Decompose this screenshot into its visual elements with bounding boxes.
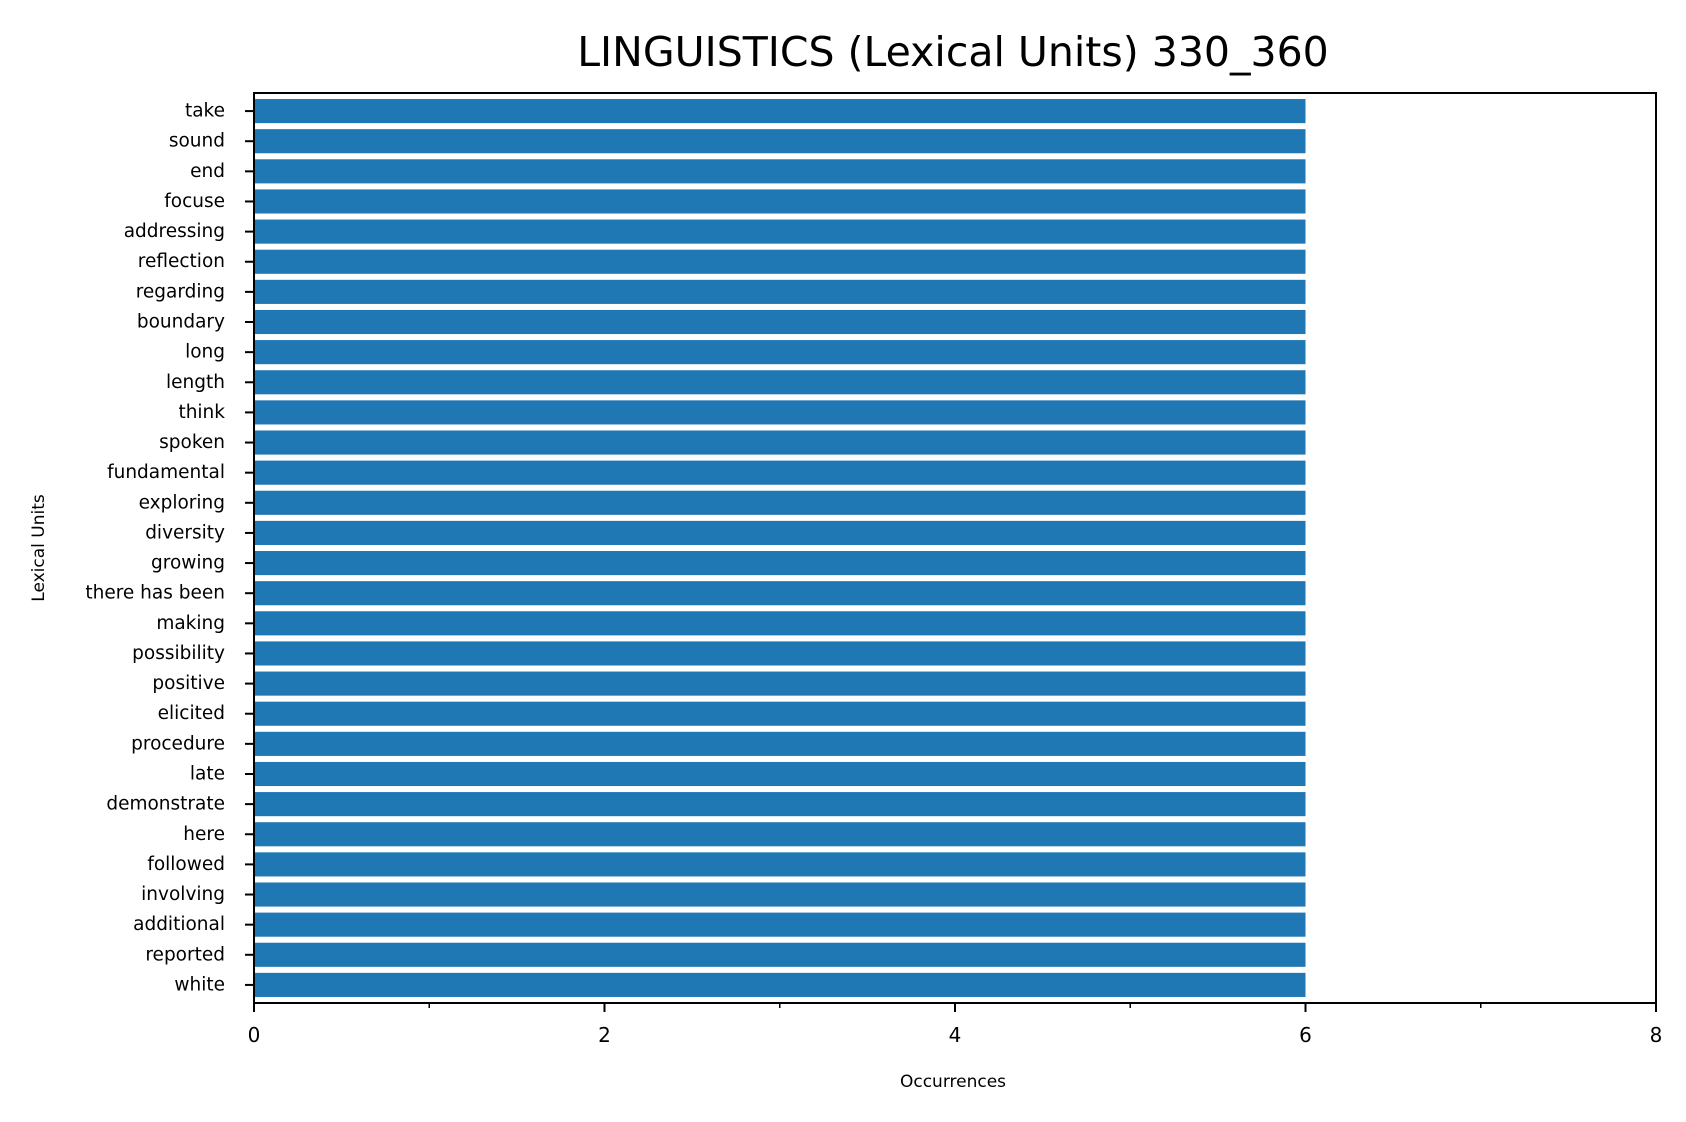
y-tick-label: growing — [151, 553, 225, 574]
bar-additional — [254, 912, 1306, 937]
y-tick-label: positive — [152, 673, 225, 694]
y-tick-label: think — [178, 402, 225, 423]
bar-reported — [254, 942, 1306, 967]
y-tick-label: there has been — [85, 583, 225, 604]
y-tick-label: white — [174, 974, 225, 995]
y-tick-label: regarding — [136, 281, 225, 302]
bar-end — [254, 159, 1306, 184]
bar-boundary — [254, 309, 1306, 335]
y-tick-label: end — [190, 161, 225, 182]
y-tick-label: exploring — [139, 492, 225, 513]
bar-involving — [254, 882, 1306, 907]
y-tick-label: involving — [141, 884, 225, 905]
y-tick-label: procedure — [131, 733, 225, 754]
y-tick-label: spoken — [159, 432, 225, 453]
bar-length — [254, 370, 1306, 395]
y-axis-label: Lexical Units — [29, 494, 49, 602]
bar-followed — [254, 852, 1306, 877]
axes: take sound end focuse addressing reflection re… — [85, 92, 1663, 1047]
y-tick-label: followed — [147, 854, 225, 875]
y-tick-label: reported — [145, 944, 225, 965]
y-tick-label: focuse — [164, 191, 225, 212]
bar-making — [254, 611, 1306, 636]
bar-elicited — [254, 701, 1306, 726]
bar-think — [254, 400, 1306, 425]
bar-long — [254, 340, 1306, 365]
x-tick-label: 2 — [598, 1023, 611, 1047]
y-tick-label: making — [156, 613, 225, 634]
y-tick-label: length — [166, 372, 225, 393]
bar-take — [254, 99, 1306, 124]
y-tick-label: sound — [169, 131, 225, 152]
y-tick-label: diversity — [145, 522, 225, 543]
chart-title: LINGUISTICS (Lexical Units) 330_360 — [577, 28, 1329, 76]
y-tick-label: here — [183, 824, 225, 845]
y-tick-label: elicited — [158, 703, 225, 724]
y-tick-label: late — [190, 763, 225, 784]
y-tick-label: additional — [133, 914, 225, 935]
bar-diversity — [254, 520, 1306, 545]
y-tick-label: addressing — [124, 221, 225, 242]
bar-possibility — [254, 641, 1306, 666]
bar-positive — [254, 671, 1306, 696]
y-tick-label: take — [185, 101, 225, 122]
bar-reflection — [254, 249, 1306, 274]
y-tick-label: demonstrate — [106, 794, 225, 815]
bar-addressing — [254, 219, 1306, 244]
y-tick-label: possibility — [132, 643, 225, 664]
plot-area — [254, 99, 1306, 997]
x-tick-label: 8 — [1650, 1023, 1663, 1047]
bar-there-has-been — [254, 581, 1306, 606]
bar-demonstrate — [254, 792, 1306, 817]
x-tick-label: 4 — [949, 1023, 962, 1047]
bar-focuse — [254, 189, 1306, 214]
y-tick-label: reflection — [138, 251, 225, 272]
bar-growing — [254, 551, 1306, 576]
y-tick-label: long — [185, 342, 225, 363]
bar-procedure — [254, 731, 1306, 756]
bar-regarding — [254, 279, 1306, 304]
bar-white — [254, 972, 1306, 997]
bar-sound — [254, 129, 1306, 154]
plot-frame — [253, 92, 1657, 1004]
y-tick-label: boundary — [137, 312, 225, 333]
x-axis-label: Occurrences — [900, 1072, 1006, 1092]
bar-exploring — [254, 490, 1306, 515]
x-tick-label: 0 — [248, 1023, 261, 1047]
bar-late — [254, 761, 1306, 787]
x-tick-label: 6 — [1299, 1023, 1312, 1047]
y-tick-label: fundamental — [107, 462, 225, 483]
bar-fundamental — [254, 460, 1306, 485]
bar-here — [254, 822, 1306, 847]
bar-spoken — [254, 430, 1306, 455]
